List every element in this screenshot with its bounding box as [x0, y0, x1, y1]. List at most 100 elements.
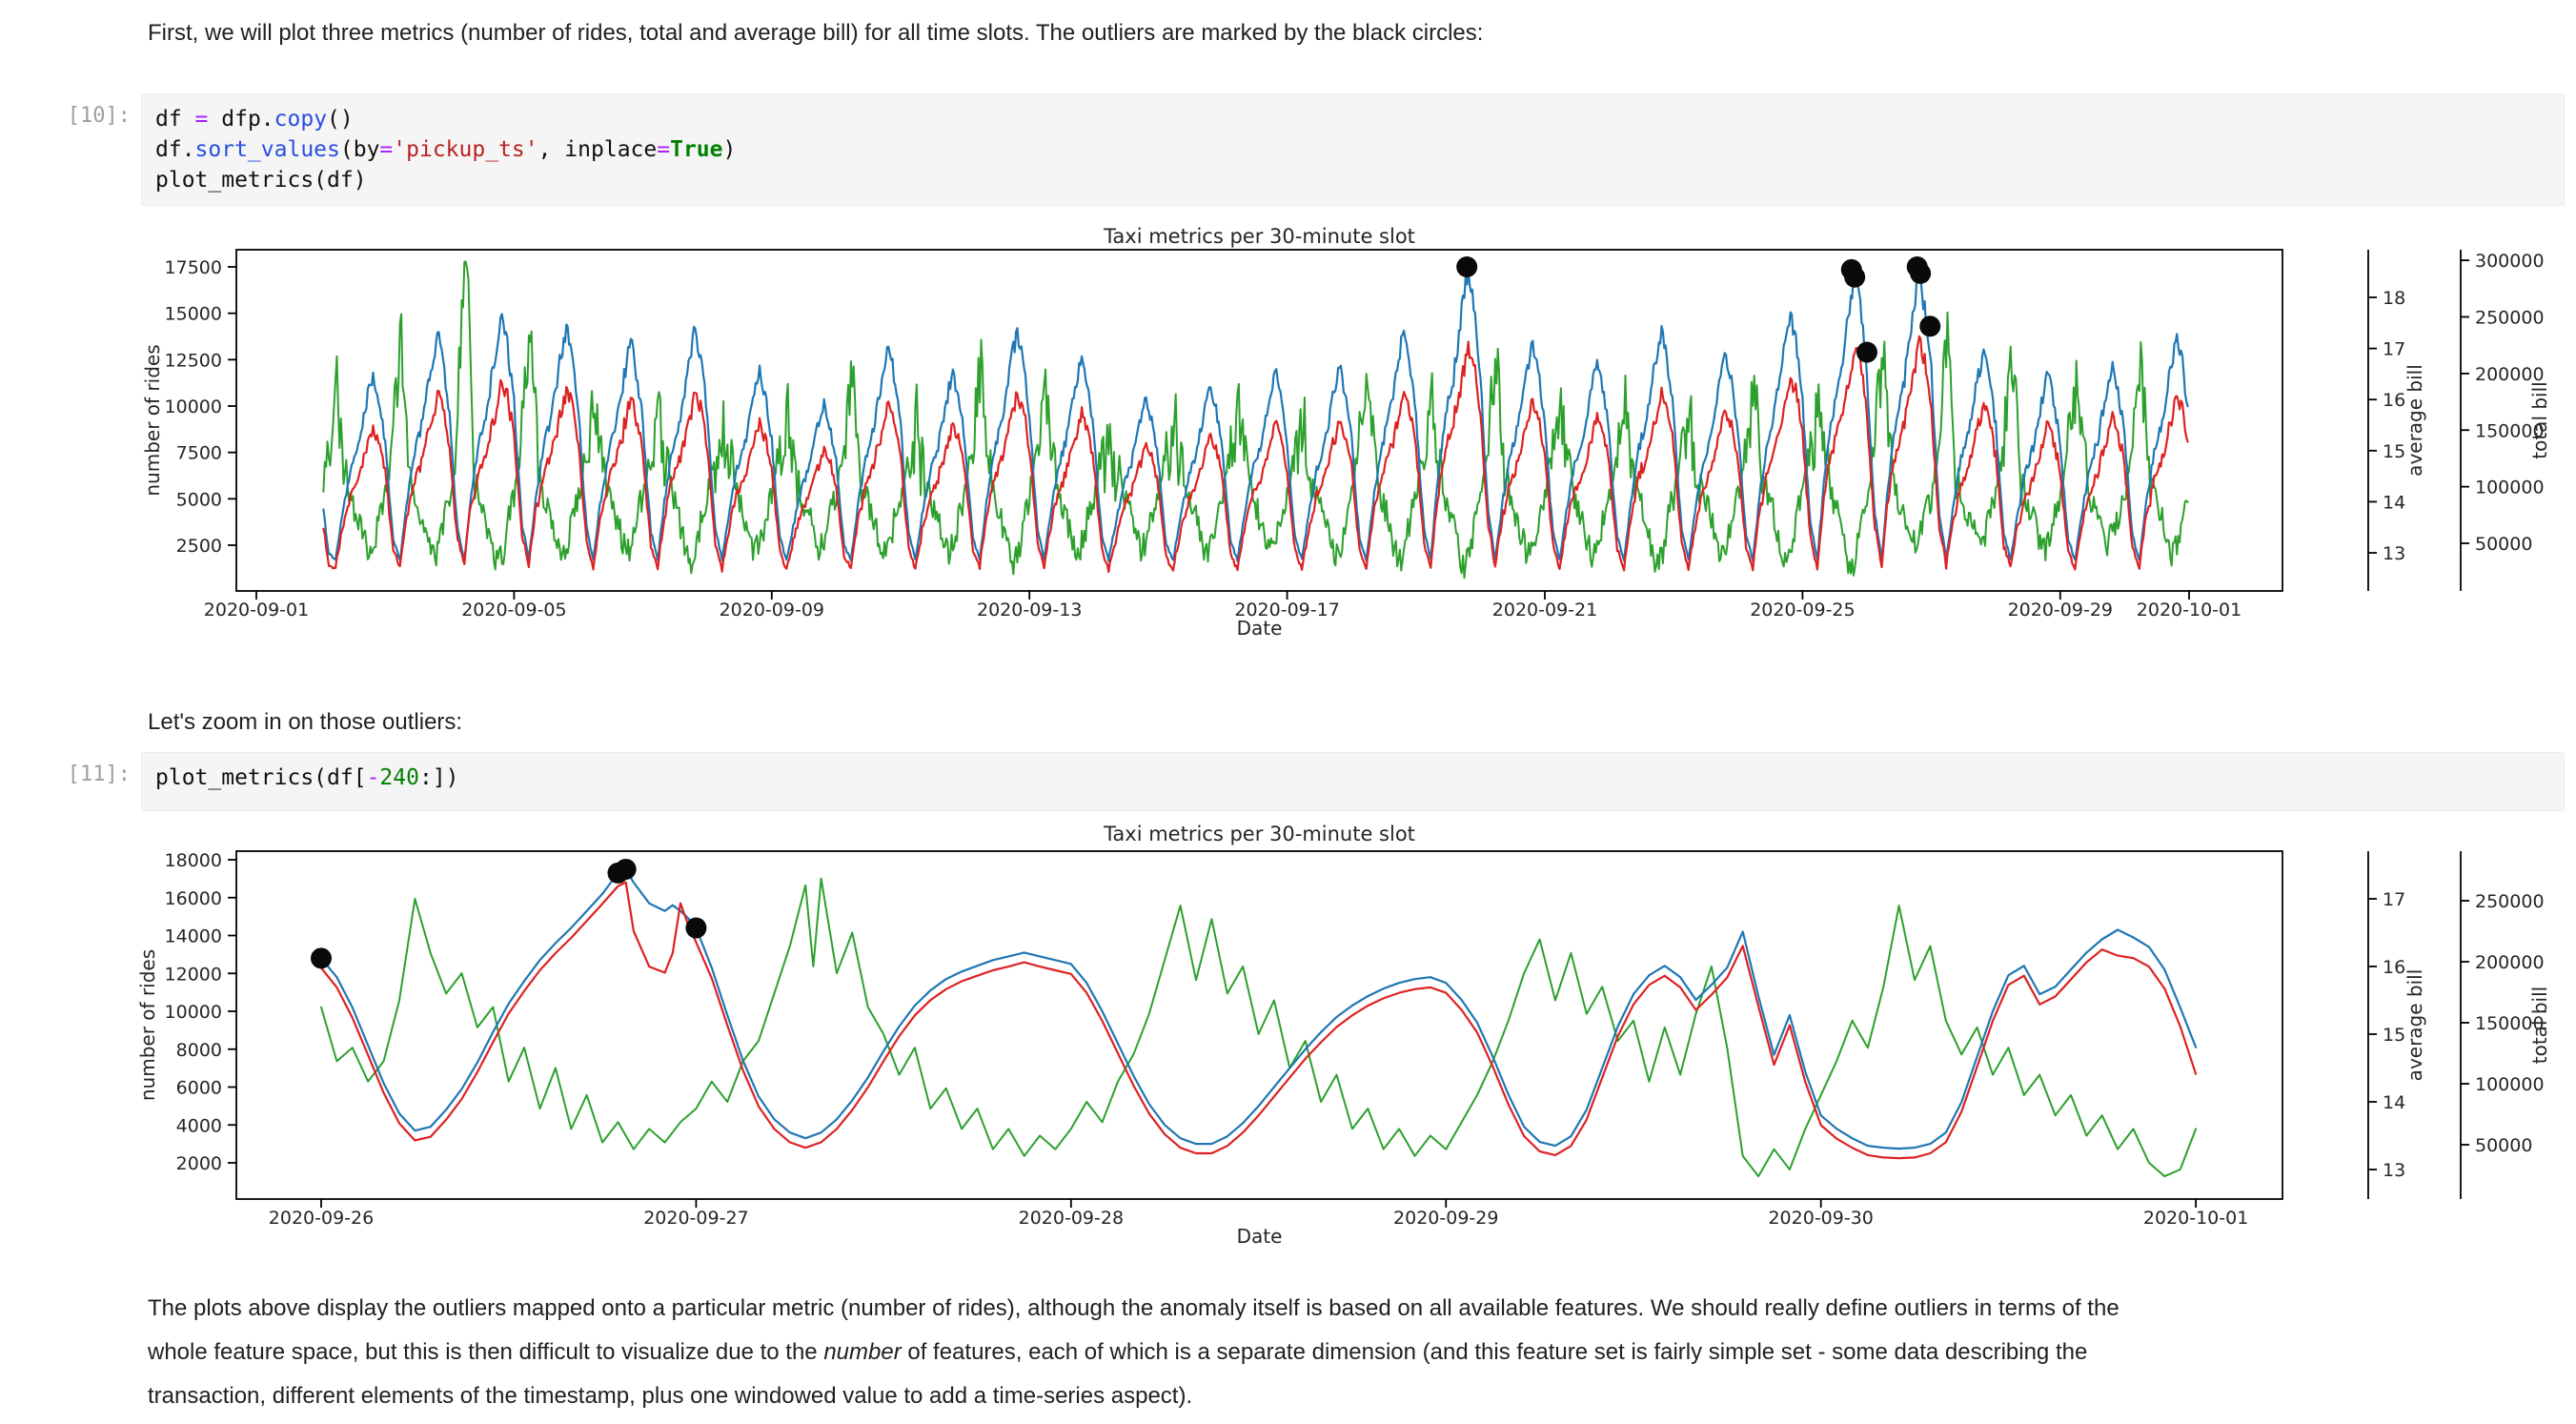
svg-text:100000: 100000 — [2475, 478, 2545, 498]
svg-text:2020-09-29: 2020-09-29 — [2008, 600, 2113, 620]
svg-text:5000: 5000 — [176, 489, 222, 510]
svg-text:2020-09-21: 2020-09-21 — [1492, 600, 1597, 620]
markdown-cell-intro: First, we will plot three metrics (numbe… — [148, 11, 1483, 55]
svg-text:2020-09-09: 2020-09-09 — [720, 600, 824, 620]
svg-text:12500: 12500 — [165, 350, 222, 371]
outlier-dot — [311, 947, 332, 969]
svg-text:average bill: average bill — [2404, 969, 2426, 1082]
markdown-cell-discussion: The plots above display the outliers map… — [148, 1287, 2120, 1418]
svg-text:250000: 250000 — [2475, 891, 2545, 912]
svg-text:15: 15 — [2383, 1025, 2405, 1046]
series-average-bill — [322, 260, 2189, 580]
svg-text:2020-09-01: 2020-09-01 — [204, 600, 309, 620]
code-line: plot_metrics(df) — [155, 168, 367, 193]
svg-text:14: 14 — [2383, 492, 2405, 513]
outlier-markers — [1456, 255, 1941, 363]
series-average-bill — [320, 877, 2198, 1178]
svg-text:2020-09-25: 2020-09-25 — [1750, 600, 1855, 620]
svg-text:total bill: total bill — [2528, 987, 2551, 1064]
svg-text:18: 18 — [2383, 288, 2405, 309]
svg-text:8000: 8000 — [176, 1040, 222, 1061]
markdown-cell-zoom: Let's zoom in on those outliers: — [148, 701, 462, 744]
code-cell-10[interactable]: df = dfp.copy() df.sort_values(by='pickup… — [141, 93, 2565, 206]
svg-text:14000: 14000 — [165, 926, 222, 947]
code-line: df.sort_values(by='pickup_ts', inplace=T… — [155, 137, 737, 162]
svg-text:Taxi metrics per 30-minute slo: Taxi metrics per 30-minute slot — [1103, 225, 1415, 248]
outlier-dot — [1844, 266, 1866, 288]
svg-text:17: 17 — [2383, 339, 2405, 360]
execution-count-11: [11]: — [67, 763, 131, 786]
svg-text:13: 13 — [2383, 543, 2405, 564]
svg-text:number of rides: number of rides — [141, 344, 164, 496]
svg-text:2000: 2000 — [176, 1153, 222, 1174]
svg-text:Date: Date — [1237, 617, 1283, 640]
svg-text:16: 16 — [2383, 957, 2405, 978]
svg-text:2020-10-01: 2020-10-01 — [2143, 1208, 2248, 1229]
code-cell-11[interactable]: plot_metrics(df[-240:]) — [141, 752, 2565, 811]
outlier-dot — [1856, 341, 1877, 363]
svg-text:16000: 16000 — [165, 888, 222, 909]
svg-text:10000: 10000 — [165, 397, 222, 417]
svg-text:average bill: average bill — [2404, 364, 2426, 477]
svg-text:2020-09-13: 2020-09-13 — [977, 600, 1082, 620]
svg-text:2020-09-27: 2020-09-27 — [643, 1208, 748, 1229]
svg-text:50000: 50000 — [2475, 534, 2532, 555]
outlier-dot — [685, 917, 707, 939]
markdown-text: First, we will plot three metrics (numbe… — [148, 20, 1484, 46]
svg-text:2020-10-01: 2020-10-01 — [2137, 600, 2241, 620]
outlier-dot — [1910, 262, 1932, 284]
outlier-markers — [311, 858, 707, 969]
code-editor-10[interactable]: df = dfp.copy() df.sort_values(by='pickup… — [142, 94, 2564, 205]
svg-text:17500: 17500 — [165, 257, 222, 278]
svg-text:2020-09-28: 2020-09-28 — [1019, 1208, 1124, 1229]
svg-text:7500: 7500 — [176, 443, 222, 464]
svg-text:15000: 15000 — [165, 304, 222, 325]
svg-text:2020-09-29: 2020-09-29 — [1393, 1208, 1498, 1229]
code-line: df = dfp.copy() — [155, 107, 354, 132]
series-number-of-rides — [322, 267, 2189, 562]
paragraph-line-1: The plots above display the outliers map… — [148, 1295, 2120, 1321]
chart-figure-all-slots: Taxi metrics per 30-minute slot 2500 5000 7… — [141, 225, 2551, 640]
outlier-dot — [1456, 255, 1478, 277]
svg-text:Taxi metrics per 30-minute slo: Taxi metrics per 30-minute slot — [1103, 823, 1415, 845]
svg-text:150000: 150000 — [2475, 420, 2545, 441]
outlier-dot — [615, 858, 637, 880]
svg-text:15: 15 — [2383, 441, 2405, 462]
svg-text:total bill: total bill — [2528, 381, 2551, 458]
svg-text:50000: 50000 — [2475, 1135, 2532, 1156]
svg-text:250000: 250000 — [2475, 308, 2545, 329]
outlier-dot — [1919, 315, 1941, 337]
axes: Taxi metrics per 30-minute slot 2000 4000 6… — [136, 823, 2551, 1248]
svg-text:10000: 10000 — [165, 1002, 222, 1023]
svg-text:2020-09-30: 2020-09-30 — [1768, 1208, 1873, 1229]
svg-text:200000: 200000 — [2475, 952, 2545, 973]
code-editor-11[interactable]: plot_metrics(df[-240:]) — [142, 753, 2564, 803]
svg-text:16: 16 — [2383, 390, 2405, 411]
svg-text:13: 13 — [2383, 1160, 2405, 1181]
svg-text:4000: 4000 — [176, 1115, 222, 1136]
svg-text:300000: 300000 — [2475, 251, 2545, 272]
svg-text:2020-09-17: 2020-09-17 — [1234, 600, 1339, 620]
svg-text:2500: 2500 — [176, 536, 222, 557]
svg-text:18000: 18000 — [165, 850, 222, 871]
svg-text:100000: 100000 — [2475, 1074, 2545, 1095]
markdown-text: Let's zoom in on those outliers: — [148, 709, 463, 735]
paragraph-line-2: whole feature space, but this is then di… — [148, 1339, 2088, 1365]
series-total-bill — [322, 335, 2189, 574]
svg-text:14: 14 — [2383, 1092, 2405, 1113]
svg-text:6000: 6000 — [176, 1078, 222, 1099]
paragraph-line-3: transaction, different elements of the t… — [148, 1383, 1193, 1409]
svg-text:2020-09-05: 2020-09-05 — [461, 600, 566, 620]
svg-text:150000: 150000 — [2475, 1013, 2545, 1034]
execution-count-10: [10]: — [67, 104, 131, 128]
chart-figure-zoomed: Taxi metrics per 30-minute slot 2000 4000 6… — [136, 823, 2551, 1248]
svg-text:Date: Date — [1237, 1225, 1283, 1248]
axes: Taxi metrics per 30-minute slot 2500 5000 7… — [141, 225, 2551, 640]
svg-text:200000: 200000 — [2475, 364, 2545, 385]
series-total-bill — [319, 881, 2198, 1160]
svg-text:number of rides: number of rides — [136, 949, 159, 1101]
code-line: plot_metrics(df[-240:]) — [155, 765, 459, 790]
svg-text:17: 17 — [2383, 889, 2405, 910]
svg-text:2020-09-26: 2020-09-26 — [269, 1208, 374, 1229]
